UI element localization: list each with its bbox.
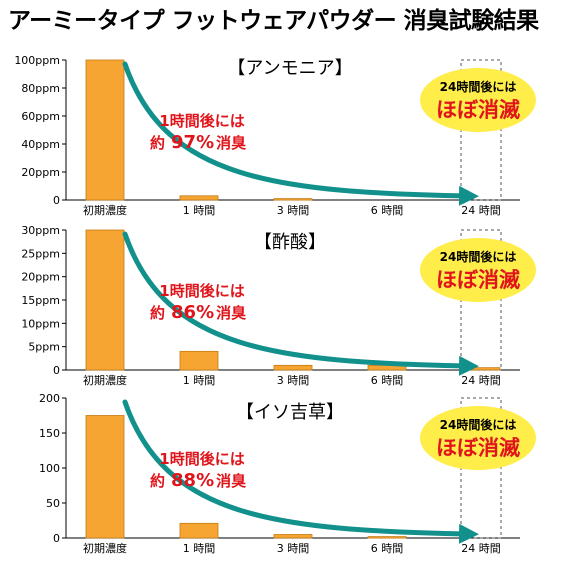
chart-title: 【イソ吉草】 [236, 402, 344, 423]
annotation-suffix: 消臭 [216, 472, 246, 490]
annotation-value: 97% [171, 132, 214, 153]
annotation-value: 88% [171, 470, 214, 491]
chart-panel-1: 0 20ppm 40ppm 60ppm 80ppm 100ppm 初期濃度 1 時間 3 時間 6… [14, 54, 536, 217]
bar [179, 522, 219, 539]
x-tick-label: 3 時間 [277, 374, 310, 387]
x-tick-label: 24 時間 [461, 204, 501, 217]
annotation-line1: 1時間後には [159, 112, 244, 130]
x-tick-label: 1 時間 [183, 204, 216, 217]
annotation-suffix: 消臭 [216, 304, 246, 322]
annotation-prefix: 約 [150, 304, 165, 322]
x-tick-label: 初期濃度 [83, 541, 127, 555]
chart-title: 【酢酸】 [254, 232, 326, 253]
y-tick-label: 10ppm [21, 317, 60, 330]
badge-ellipse [420, 238, 536, 302]
chart-panel-3: 0 50 100 150 200 初期濃度 1 時間 3 時間 6 時間 24 時間 【イソ吉草】 1… [39, 392, 536, 555]
y-tick-label: 20ppm [21, 271, 60, 284]
badge-ellipse [420, 68, 536, 132]
annotation-prefix: 約 [150, 134, 165, 152]
y-tick-label: 0 [53, 194, 60, 207]
badge-line2: ほぼ消滅 [436, 98, 520, 122]
bar [367, 536, 407, 539]
x-tick-label: 24 時間 [461, 542, 501, 555]
x-tick-label: 1 時間 [183, 542, 216, 555]
y-tick-label: 150 [39, 427, 60, 440]
x-tick-label: 6 時間 [371, 204, 404, 217]
annotation-line2: 約 97% 消臭 [150, 132, 246, 153]
badge-line2: ほぼ消滅 [436, 436, 520, 460]
x-tick-label: 3 時間 [277, 204, 310, 217]
charts-area: 0 20ppm 40ppm 60ppm 80ppm 100ppm 初期濃度 1 時間 3 時間 6… [14, 54, 536, 555]
annotation-line1: 1時間後には [159, 450, 244, 468]
badge-line2: ほぼ消滅 [436, 268, 520, 292]
x-tick-label: 初期濃度 [83, 203, 127, 217]
decay-arrow [122, 231, 479, 376]
chart-title: 【アンモニア】 [227, 58, 352, 79]
y-tick-label: 30ppm [21, 224, 60, 237]
x-tick-label: 1 時間 [183, 374, 216, 387]
annotation-prefix: 約 [150, 472, 165, 490]
bar [273, 198, 313, 201]
chart-panel-2: 0 5ppm 10ppm 15ppm 20ppm 25ppm 30ppm 初期濃度 1 時間 3 … [21, 224, 536, 387]
badge-line1: 24時間後には [440, 417, 517, 432]
bar [85, 59, 125, 201]
badge-line1: 24時間後には [440, 249, 517, 264]
y-tick-label: 100 [39, 462, 60, 475]
badge-line1: 24時間後には [440, 79, 517, 94]
bar [85, 229, 125, 371]
badge-ellipse [420, 406, 536, 470]
x-tick-label: 初期濃度 [83, 373, 127, 387]
decay-arrow [122, 61, 479, 206]
y-tick-label: 100ppm [14, 54, 60, 67]
bar [273, 364, 313, 371]
y-tick-label: 0 [53, 364, 60, 377]
x-tick-label: 24 時間 [461, 374, 501, 387]
y-tick-label: 40ppm [21, 138, 60, 151]
y-tick-label: 15ppm [21, 294, 60, 307]
y-tick-label: 80ppm [21, 82, 60, 95]
decay-arrow [122, 399, 479, 544]
annotation-line2: 約 88% 消臭 [150, 470, 246, 491]
y-tick-label: 200 [39, 392, 60, 405]
bar [273, 534, 313, 539]
bar [179, 195, 219, 201]
annotation-line1: 1時間後には [159, 282, 244, 300]
y-tick-label: 25ppm [21, 247, 60, 260]
y-tick-label: 60ppm [21, 110, 60, 123]
y-tick-label: 20ppm [21, 166, 60, 179]
bar [85, 415, 125, 539]
y-tick-label: 0 [53, 532, 60, 545]
bar [179, 350, 219, 371]
x-tick-label: 6 時間 [371, 374, 404, 387]
y-tick-label: 5ppm [28, 341, 60, 354]
page-title: アーミータイプ フットウェアパウダー 消臭試験結果 [8, 8, 539, 34]
annotation-line2: 約 86% 消臭 [150, 302, 246, 323]
annotation-suffix: 消臭 [216, 134, 246, 152]
y-tick-label: 50 [46, 497, 60, 510]
annotation-value: 86% [171, 302, 214, 323]
x-tick-label: 3 時間 [277, 542, 310, 555]
x-tick-label: 6 時間 [371, 542, 404, 555]
